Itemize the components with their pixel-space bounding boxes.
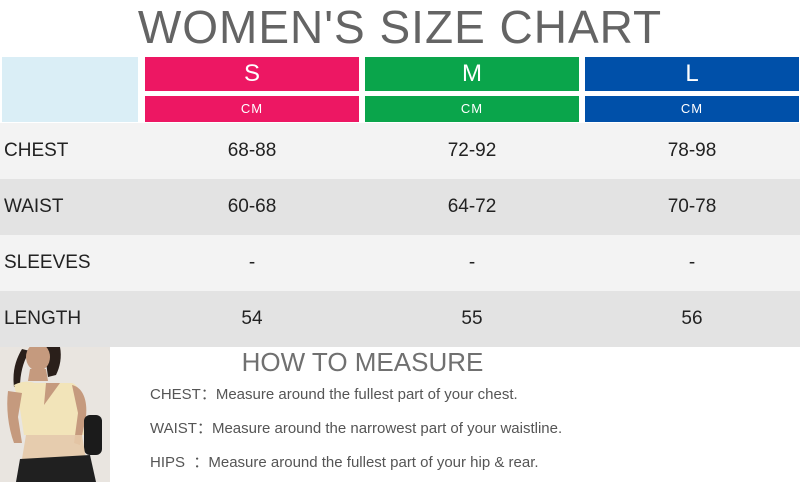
measure-item-waist: WAIST：Measure around the narrowest part … xyxy=(150,417,562,441)
size-l-header: L xyxy=(585,57,799,91)
header-corner-cell xyxy=(2,57,138,122)
table-row-sleeves: SLEEVES - - - xyxy=(0,235,800,291)
model-photo xyxy=(0,347,110,482)
cell-value: 56 xyxy=(681,308,703,329)
table-row-length: LENGTH 54 55 56 xyxy=(0,291,800,347)
measure-key: WAIST： xyxy=(150,420,212,437)
row-label: SLEEVES xyxy=(4,252,91,273)
how-to-measure-title: HOW TO MEASURE xyxy=(241,347,484,377)
cell-value: - xyxy=(248,252,256,273)
measure-text: Measure around the narrowest part of you… xyxy=(211,420,563,437)
size-s-unit: CM xyxy=(145,96,359,122)
cell-value: 64-72 xyxy=(447,196,497,217)
measure-item-hips: HIPS ：Measure around the fullest part of… xyxy=(150,451,539,475)
row-label: LENGTH xyxy=(4,308,82,329)
size-l-unit: CM xyxy=(585,96,799,122)
cell-value: 78-98 xyxy=(667,140,717,161)
table-row-waist: WAIST 60-68 64-72 70-78 xyxy=(0,179,800,235)
measure-key: CHEST： xyxy=(150,386,216,403)
measure-item-chest: CHEST：Measure around the fullest part of… xyxy=(150,383,518,407)
size-m-unit: CM xyxy=(365,96,579,122)
table-row-chest: CHEST 68-88 72-92 78-98 xyxy=(0,123,800,179)
cell-value: 70-78 xyxy=(667,196,717,217)
size-m-header: M xyxy=(365,57,579,91)
row-label: CHEST xyxy=(4,140,69,161)
cell-value: 55 xyxy=(461,308,483,329)
cell-value: 54 xyxy=(241,308,263,329)
size-s-header: S xyxy=(145,57,359,91)
cell-value: 72-92 xyxy=(447,140,497,161)
cell-value: - xyxy=(468,252,476,273)
model-photo-illustration xyxy=(0,347,110,482)
cell-value: 60-68 xyxy=(227,196,277,217)
row-label: WAIST xyxy=(4,196,64,217)
measure-key: HIPS ： xyxy=(150,454,209,471)
measure-text: Measure around the fullest part of your … xyxy=(208,454,539,471)
chart-title: WOMEN'S SIZE CHART xyxy=(137,1,663,53)
cell-value: - xyxy=(688,252,696,273)
measure-text: Measure around the fullest part of your … xyxy=(215,386,518,403)
cell-value: 68-88 xyxy=(227,140,277,161)
